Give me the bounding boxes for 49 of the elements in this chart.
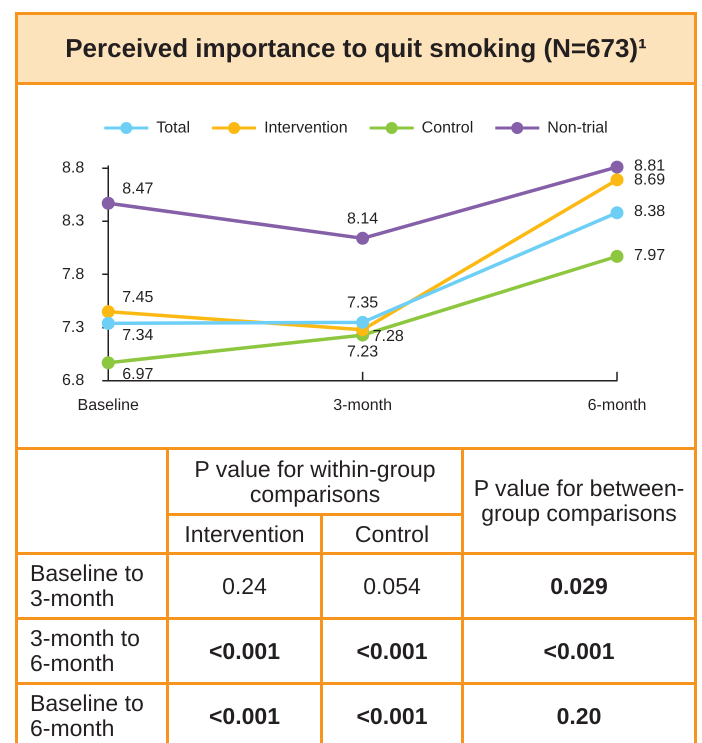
point [102, 316, 115, 330]
point [102, 356, 115, 370]
x-tick-label: Baseline [78, 396, 140, 414]
point [356, 232, 370, 245]
data-label: 7.35 [347, 294, 378, 312]
text: Control [323, 516, 464, 555]
text: <0.001 [323, 685, 464, 743]
data-label: 8.14 [347, 210, 378, 228]
y-tick-label: 7.3 [62, 319, 84, 336]
text: <0.001 [323, 620, 464, 685]
text: <0.001 [169, 685, 323, 743]
data-label: 8.47 [122, 180, 154, 198]
text: Baseline to 6-month [18, 685, 169, 743]
data-label: 6.97 [122, 366, 154, 384]
text: 0.24 [169, 555, 323, 620]
data-label: 7.97 [634, 246, 666, 264]
text: 0.029 [464, 555, 694, 620]
text: 3-month to 6-month [18, 620, 169, 685]
legend-label: Total [156, 119, 190, 136]
text: P value for within-group comparisons [169, 450, 464, 516]
data-label: 7.23 [347, 343, 378, 360]
text: <0.001 [464, 620, 694, 685]
legend-label: Non-trial [547, 119, 608, 136]
legend-label: Intervention [264, 119, 348, 136]
text: Intervention [169, 516, 323, 555]
text: <0.001 [169, 620, 323, 685]
y-tick-label: 8.3 [62, 212, 84, 230]
point [610, 250, 624, 263]
point [610, 206, 624, 220]
legend-label: Control [422, 119, 474, 136]
data-label: 7.34 [122, 326, 154, 344]
data-label: 8.38 [634, 203, 666, 220]
y-tick-label: 8.8 [62, 160, 84, 177]
point [610, 173, 624, 186]
point [610, 160, 624, 174]
y-tick-label: 6.8 [62, 372, 84, 390]
data-label: 7.45 [122, 289, 154, 306]
text: 0.20 [464, 685, 694, 743]
point [356, 316, 370, 329]
data-label: 7.28 [372, 328, 404, 346]
y-tick-label: 7.8 [62, 266, 84, 283]
point [102, 196, 115, 210]
point [102, 305, 115, 318]
text: P value for between-group comparisons [464, 450, 694, 555]
text: Baseline to 3-month [18, 555, 169, 620]
chart-title: Perceived importance to quit smoking (N=673)¹ [65, 33, 647, 64]
x-tick-label: 6-month [588, 396, 646, 414]
x-tick-label: 3-month [333, 396, 392, 414]
text: 0.054 [323, 555, 464, 620]
